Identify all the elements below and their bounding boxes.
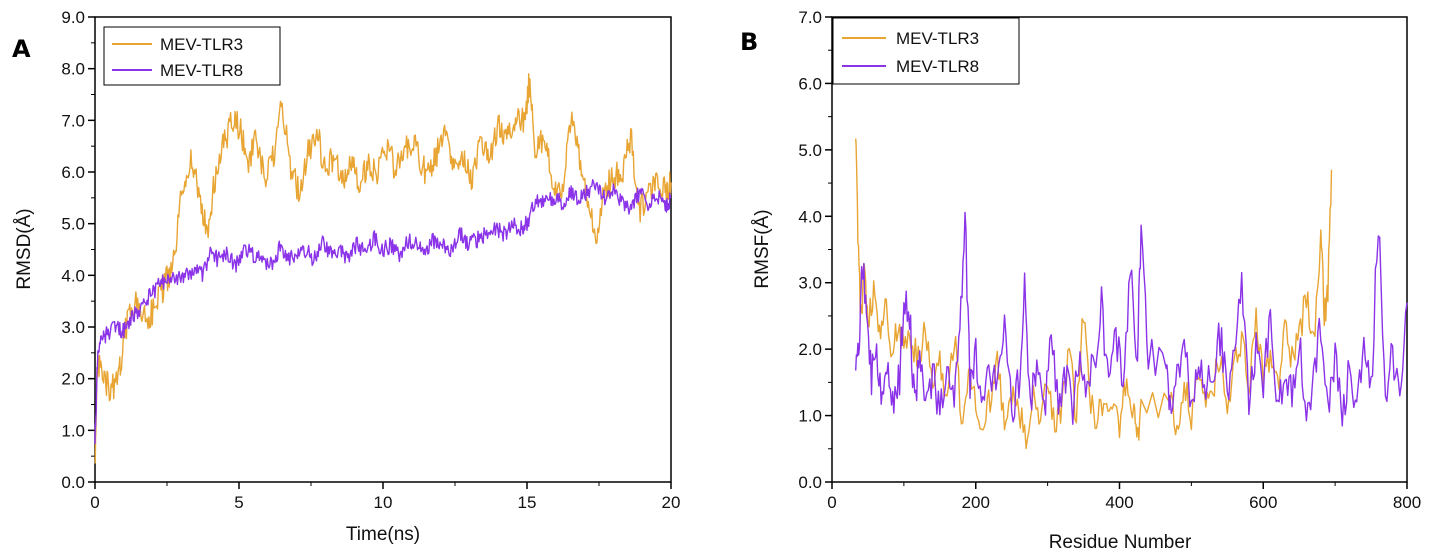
panel-a-x-axis-title: Time(ns) bbox=[346, 524, 420, 545]
panel-b-legend: MEV-TLR3 MEV-TLR8 bbox=[832, 17, 1020, 85]
x-tick-label: 800 bbox=[1393, 493, 1421, 512]
panel-a-axes: 0 5 10 15 20 0.0 1.0 2.0 3.0 4.0 5.0 6.0 7.0 8.0 9.0 bbox=[61, 8, 680, 512]
panel-a-rmsd-chart: A 0 5 10 15 20 0.0 1.0 2.0 3.0 4.0 5.0 6.0 7.0 8.0 9.0… bbox=[12, 8, 680, 545]
y-tick-label: 0.0 bbox=[61, 473, 85, 492]
y-tick-label: 3.0 bbox=[61, 318, 85, 337]
panel-b-legend-label-tlr8: MEV-TLR8 bbox=[896, 57, 979, 76]
panel-b-y-axis-title: RMSF(Å) bbox=[752, 209, 773, 288]
panel-a-legend-label-tlr3: MEV-TLR3 bbox=[160, 35, 243, 54]
panel-b-rmsf-chart: B 0 200 400 600 8000.01.02.03.04.05.06.07.0 … bbox=[740, 8, 1421, 553]
series-line-mev-tlr3 bbox=[855, 138, 1333, 450]
panel-b-legend-box bbox=[832, 17, 1020, 85]
y-tick-label: 2.0 bbox=[61, 370, 85, 389]
y-tick-label: 4.0 bbox=[798, 207, 822, 226]
y-tick-label: 4.0 bbox=[61, 266, 85, 285]
panel-a-legend: MEV-TLR3 MEV-TLR8 bbox=[103, 26, 281, 86]
y-tick-label: 5.0 bbox=[61, 215, 85, 234]
x-tick-label: 15 bbox=[518, 493, 537, 512]
x-tick-label: 400 bbox=[1105, 493, 1133, 512]
y-tick-label: 1.0 bbox=[61, 421, 85, 440]
panel-b-axes: 0 200 400 600 800 0.0 1.0 2.0 3.0 4.0 5.0 6.0 7.0 bbox=[798, 8, 1421, 512]
panel-a-legend-label-tlr8: MEV-TLR8 bbox=[160, 61, 243, 80]
panel-b-letter: B bbox=[740, 28, 758, 56]
y-tick-label: 6.0 bbox=[798, 74, 822, 93]
panel-a-legend-box bbox=[103, 26, 281, 86]
panel-a-letter: A bbox=[12, 35, 31, 63]
x-tick-label: 200 bbox=[962, 493, 990, 512]
y-tick-label: 2.0 bbox=[798, 340, 822, 359]
x-tick-label: 0 bbox=[90, 493, 99, 512]
panel-a-y-axis-title: RMSD(Å) bbox=[14, 208, 35, 289]
y-tick-label: 0.0 bbox=[798, 473, 822, 492]
y-tick-label: 9.0 bbox=[61, 8, 85, 27]
x-tick-label: 10 bbox=[374, 493, 393, 512]
y-tick-label: 5.0 bbox=[798, 141, 822, 160]
x-tick-label: 20 bbox=[662, 493, 681, 512]
series-line-mev-tlr3 bbox=[94, 73, 672, 464]
series-line-mev-tlr8 bbox=[855, 211, 1408, 427]
series-line-mev-tlr8 bbox=[94, 179, 672, 445]
panel-b-series bbox=[855, 138, 1408, 450]
panel-b-x-axis-title: Residue Number bbox=[1049, 532, 1192, 553]
y-tick-label: 3.0 bbox=[798, 274, 822, 293]
y-tick-label: 1.0 bbox=[798, 407, 822, 426]
x-tick-label: 600 bbox=[1249, 493, 1277, 512]
y-tick-label: 8.0 bbox=[61, 60, 85, 79]
panel-a-series bbox=[94, 73, 672, 464]
y-tick-label: 7.0 bbox=[61, 111, 85, 130]
x-tick-label: 5 bbox=[234, 493, 243, 512]
y-tick-label: 7.0 bbox=[798, 8, 822, 27]
panel-b-legend-label-tlr3: MEV-TLR3 bbox=[896, 29, 979, 48]
y-tick-label: 6.0 bbox=[61, 163, 85, 182]
x-tick-label: 0 bbox=[827, 493, 836, 512]
